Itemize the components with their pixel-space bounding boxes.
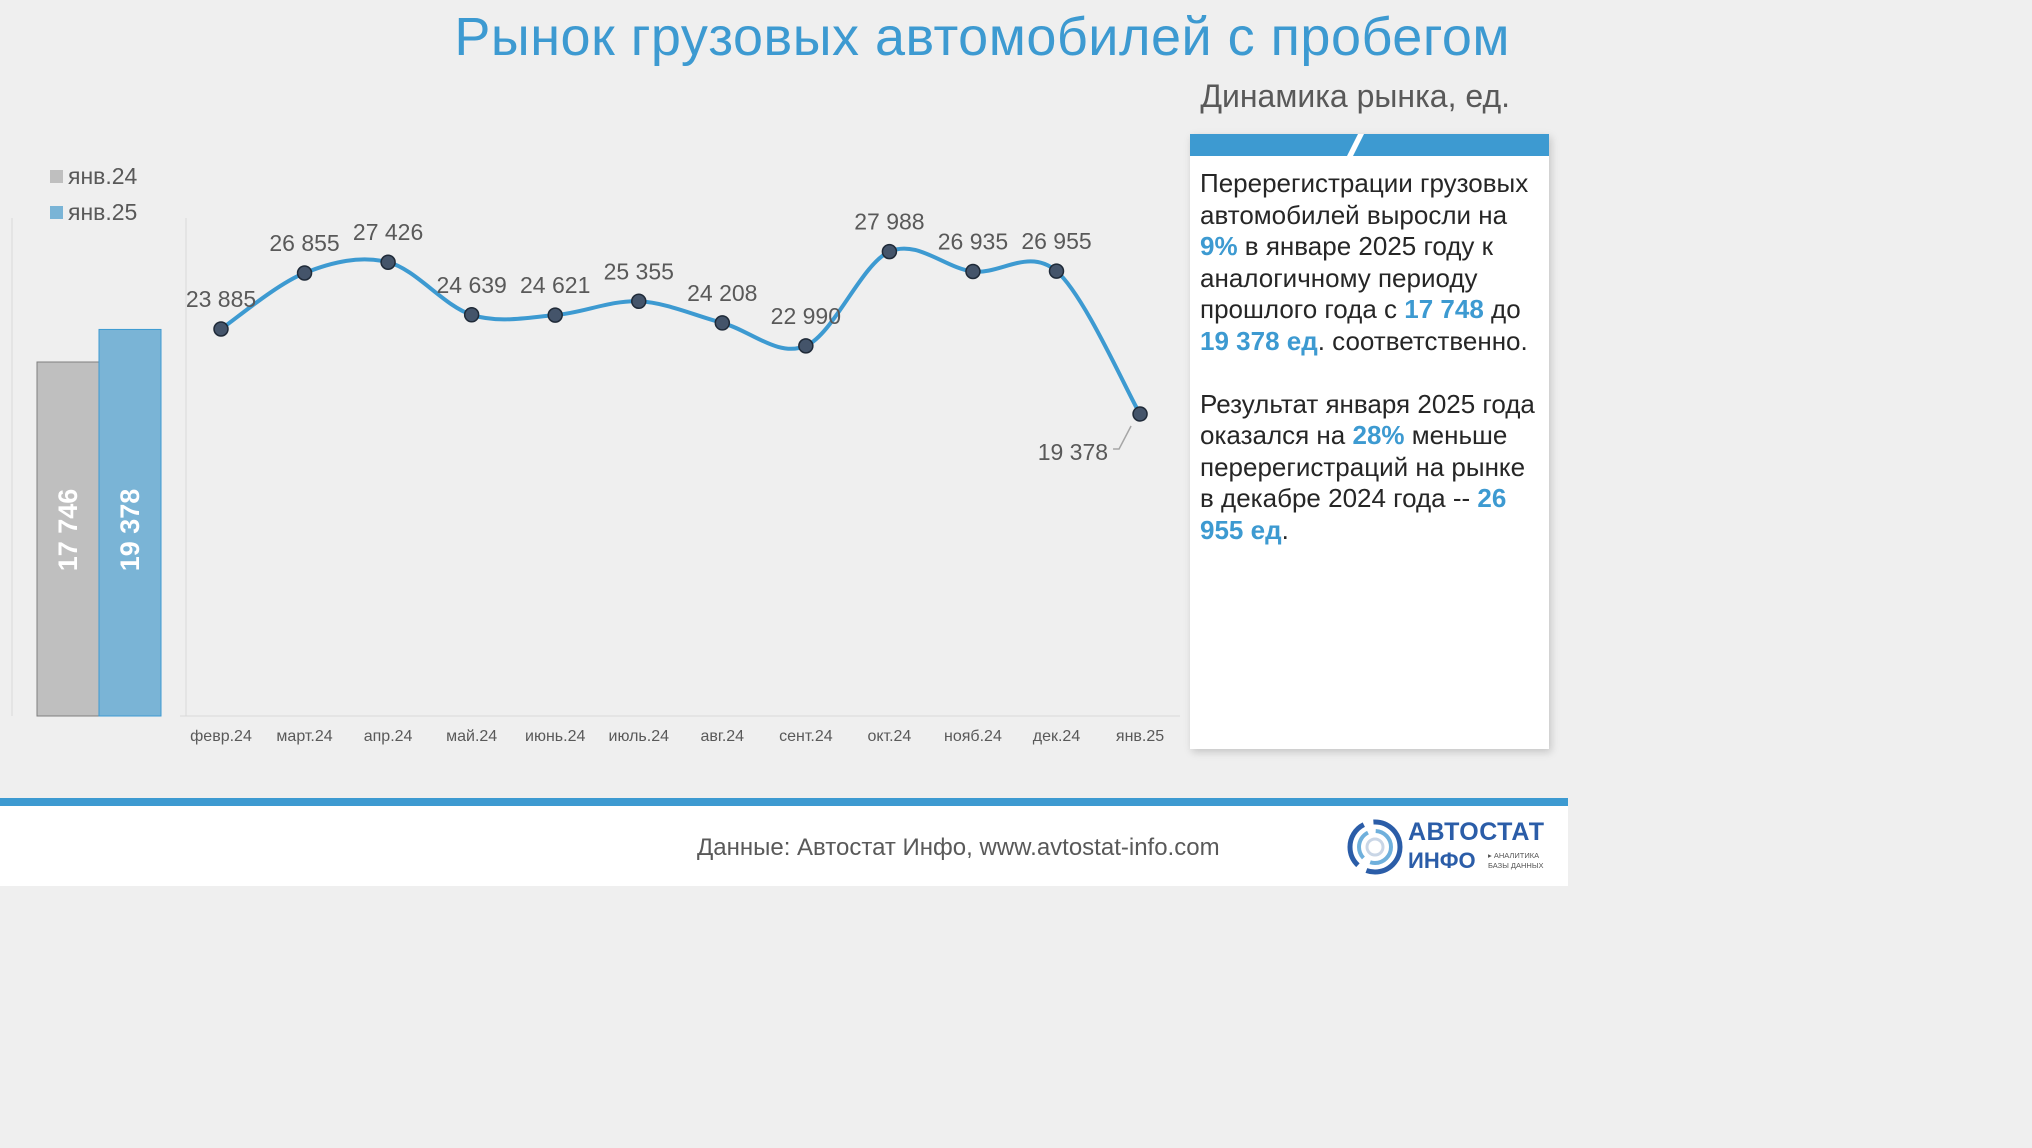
line-point-11 [1132, 406, 1148, 422]
legend-swatch-curr [50, 205, 63, 219]
x-tick-label-5: июль.24 [609, 728, 670, 745]
x-tick-label-2: апр.24 [364, 728, 413, 745]
logo-word-info: ИНФО [1408, 848, 1476, 873]
line-value-label-7: 22 990 [771, 303, 841, 329]
panel-paragraph-growth: Перерегистрации грузовых автомобилей выр… [1200, 168, 1540, 357]
legend-label-curr: янв.25 [68, 198, 138, 225]
line-point-2 [380, 254, 396, 270]
legend-item-curr: янв.25 [50, 194, 137, 230]
summary-panel: Перерегистрации грузовых автомобилей выр… [1190, 134, 1549, 749]
line-point-7 [798, 338, 814, 354]
line-value-label-11: 19 378 [1038, 439, 1108, 465]
p2-text-1: Результат января 2025 года оказался на [1200, 388, 1535, 451]
page-subtitle: Динамика рынка, ед. [1200, 78, 1510, 114]
x-tick-label-4: июнь.24 [525, 728, 585, 745]
x-tick-label-8: окт.24 [867, 728, 911, 745]
line-value-label-0: 23 885 [186, 286, 256, 312]
line-value-label-9: 26 935 [938, 228, 1008, 254]
line-value-label-2: 27 426 [353, 219, 423, 245]
line-point-5 [631, 293, 647, 310]
p1-text-3: до [1483, 294, 1521, 324]
line-layer: 23 885 февр.24 26 855 март.24 27 426 апр.24 24… [186, 209, 1164, 745]
p2-text-2: меньше перерегистраций на рынке в декабр… [1200, 420, 1526, 513]
bar-1 [98, 328, 162, 717]
x-tick-label-6: авг.24 [701, 728, 745, 745]
legend-label-prev: янв.24 [68, 162, 138, 189]
page-title: Рынок грузовых автомобилей с пробегом [454, 7, 1510, 67]
x-tick-label-3: май.24 [446, 728, 497, 745]
p1-text-4: . соответственно. [1317, 325, 1528, 356]
x-tick-label-9: нояб.24 [944, 728, 1002, 745]
bar-value-label-0: 17 746 [53, 489, 83, 572]
logo-word-avtostat: АВТОСТАТ [1408, 818, 1545, 846]
logo-swirl-icon [1347, 819, 1403, 875]
bar-value-label-1: 19 378 [115, 489, 145, 572]
p2-highlight-dec: 26 955 ед [1200, 483, 1507, 545]
bar-legend: янв.24 янв.25 [50, 158, 137, 230]
line-value-label-4: 24 621 [520, 272, 590, 298]
line-value-label-3: 24 639 [436, 272, 506, 298]
p2-highlight-percent: 28% [1352, 420, 1405, 450]
p1-highlight-percent: 9% [1200, 231, 1238, 261]
label-leader-line [1113, 425, 1132, 450]
bars-layer: 17 746 19 378 [36, 328, 162, 717]
p2-text-3: . [1281, 514, 1289, 545]
line-value-label-6: 24 208 [687, 280, 757, 306]
line-point-10 [1048, 263, 1065, 279]
avtostat-logo: АВТОСТАТ ИНФО ▸ АНАЛИТИКА БАЗЫ ДАННЫХ [1346, 816, 1546, 878]
x-tick-label-11: янв.25 [1116, 728, 1164, 745]
logo-tagline-2: БАЗЫ ДАННЫХ [1488, 861, 1544, 870]
panel-paragraph-decline: Результат января 2025 года оказался на 2… [1200, 389, 1540, 547]
line-point-1 [296, 265, 313, 281]
panel-text: Перерегистрации грузовых автомобилей выр… [1200, 168, 1540, 578]
footer-stripe [0, 798, 1568, 806]
x-tick-label-0: февр.24 [190, 728, 252, 745]
line-series-path [219, 246, 1142, 416]
line-point-6 [714, 315, 731, 331]
x-tick-label-7: сент.24 [779, 728, 833, 745]
line-value-label-5: 25 355 [604, 258, 674, 284]
p1-text-2: в январе 2025 году к аналогичному период… [1200, 231, 1494, 324]
x-tick-label-10: дек.24 [1033, 728, 1081, 745]
line-value-label-1: 26 855 [269, 230, 339, 256]
panel-header-stripe [1190, 134, 1549, 156]
source-note: Данные: Автостат Инфо, www.avtostat-info… [697, 834, 1220, 861]
line-value-label-8: 27 988 [854, 209, 924, 235]
legend-swatch-prev [50, 169, 63, 183]
line-point-8 [881, 243, 898, 260]
footer: Данные: Автостат Инфо, www.avtostat-info… [0, 806, 1568, 886]
line-value-label-10: 26 955 [1021, 228, 1091, 254]
line-point-0 [213, 321, 229, 337]
logo-tagline-1: ▸ АНАЛИТИКА [1488, 851, 1540, 860]
line-point-9 [965, 263, 981, 280]
p1-highlight-prev: 17 748 [1404, 294, 1484, 324]
p1-text-1: Перерегистрации грузовых автомобилей выр… [1200, 168, 1529, 230]
legend-item-prev: янв.24 [50, 158, 137, 194]
bar-0 [36, 361, 100, 717]
line-point-3 [463, 307, 480, 323]
line-point-4 [547, 307, 563, 323]
x-tick-label-1: март.24 [276, 728, 332, 745]
p1-highlight-curr: 19 378 ед [1200, 325, 1318, 356]
